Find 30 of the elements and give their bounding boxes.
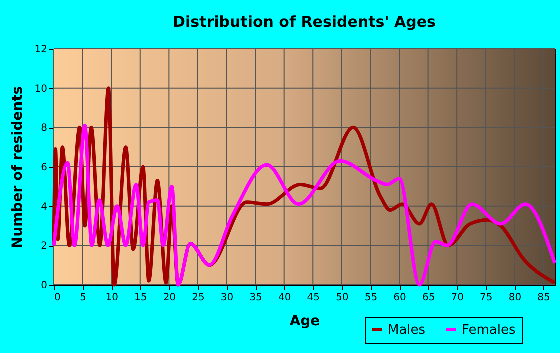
x-tick-label: 25: [192, 292, 205, 304]
x-axis-title: Age: [290, 314, 320, 330]
y-axis-title: Number of residents: [10, 86, 26, 249]
x-tick-label: 80: [508, 292, 522, 304]
x-tick-label: 5: [80, 292, 86, 304]
y-tick-label: 12: [34, 44, 48, 56]
x-tick-label: 75: [480, 292, 493, 304]
x-tick-label: 55: [364, 292, 378, 304]
x-tick-label: 60: [394, 292, 406, 304]
x-tick-label: 30: [220, 292, 234, 304]
legend-label: Males: [388, 322, 426, 338]
y-tick-label: 6: [41, 162, 48, 174]
x-tick-label: 35: [250, 292, 262, 304]
x-tick-label: 0: [54, 292, 61, 304]
y-tick-label: 8: [41, 123, 48, 134]
x-tick-label: 40: [278, 292, 292, 304]
chart-title: Distribution of Residents' Ages: [173, 13, 436, 31]
y-tick-label: 0: [41, 280, 48, 292]
x-tick-label: 15: [134, 292, 148, 304]
x-tick-label: 70: [451, 292, 464, 304]
legend-label: Females: [462, 322, 516, 338]
x-tick-label: 85: [538, 292, 550, 304]
y-tick-label: 2: [41, 241, 48, 252]
x-tick-label: 50: [336, 292, 349, 304]
x-tick-label: 20: [163, 292, 176, 304]
x-tick-label: 45: [307, 292, 320, 304]
x-tick-label: 10: [106, 292, 118, 304]
y-tick-label: 4: [41, 202, 48, 213]
y-tick-label: 10: [34, 84, 48, 95]
x-tick-label: 65: [422, 292, 436, 304]
